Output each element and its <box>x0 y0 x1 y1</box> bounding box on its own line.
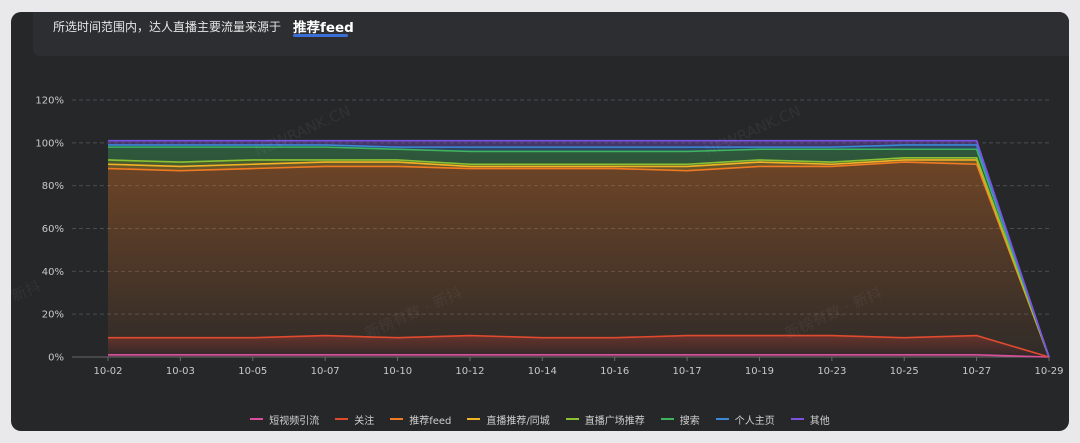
series-line-4 <box>107 157 1050 358</box>
x-tick-label: 10-17 <box>673 366 702 377</box>
chart-legend: 短视频引流 关注 推荐feed 直播推荐/同城 直播广场推荐 搜索 个人主页 其他 <box>11 412 1069 427</box>
series-line-0 <box>108 354 1050 358</box>
series-line-6 <box>108 144 1050 358</box>
x-tick-label: 10-27 <box>962 366 991 377</box>
legend-label: 直播广场推荐 <box>584 415 645 427</box>
x-tick-label: 10-25 <box>890 366 919 377</box>
legend-swatch <box>565 418 579 420</box>
y-tick-label: 40% <box>42 267 64 278</box>
legend-item[interactable]: 直播推荐/同城 <box>467 412 550 427</box>
legend-swatch <box>250 418 264 420</box>
x-tick-label: 10-29 <box>1034 366 1063 377</box>
legend-swatch <box>660 418 674 420</box>
legend-label: 搜索 <box>679 415 700 427</box>
legend-label: 推荐feed <box>409 415 452 427</box>
x-tick-label: 10-05 <box>238 366 267 377</box>
x-tick-label: 10-10 <box>383 366 412 377</box>
legend-item[interactable]: 搜索 <box>660 412 700 427</box>
x-tick-label: 10-12 <box>455 366 484 377</box>
x-tick-label: 10-19 <box>745 366 774 377</box>
legend-swatch <box>390 418 404 420</box>
legend-label: 短视频引流 <box>269 415 320 427</box>
x-tick-label: 10-16 <box>600 366 629 377</box>
x-tick-label: 10-02 <box>93 366 122 377</box>
legend-label: 其他 <box>809 415 830 427</box>
y-tick-label: 80% <box>42 181 64 192</box>
highlight-underline <box>293 34 348 37</box>
legend-item[interactable]: 短视频引流 <box>250 412 320 427</box>
legend-label: 关注 <box>354 415 375 427</box>
legend-item[interactable]: 其他 <box>790 412 830 427</box>
series-line-5 <box>108 146 1050 358</box>
legend-label: 个人主页 <box>734 415 775 427</box>
legend-item[interactable]: 推荐feed <box>390 412 452 427</box>
area-2 <box>108 162 1049 357</box>
y-tick-label: 0% <box>48 353 64 364</box>
summary-text: 所选时间范围内，达人直播主要流量来源于 <box>53 20 282 34</box>
area-1 <box>108 335 1049 357</box>
legend-item[interactable]: 直播广场推荐 <box>565 412 645 427</box>
legend-swatch <box>715 418 729 420</box>
summary-highlight: 推荐feed <box>293 20 354 36</box>
x-tick-label: 10-07 <box>311 366 340 377</box>
legend-swatch <box>790 418 804 420</box>
y-tick-label: 120% <box>35 96 64 107</box>
stacked-area-chart: 0% 20% 40% 60% 80% 100% 120% 10-02 10-03 10-05 10-… <box>35 96 1063 378</box>
x-tick-label: 10-03 <box>166 366 195 377</box>
legend-item[interactable]: 关注 <box>335 412 375 427</box>
legend-item[interactable]: 个人主页 <box>715 412 775 427</box>
series-line-3 <box>107 159 1050 358</box>
series-line-1 <box>108 334 1050 358</box>
y-tick-label: 100% <box>35 138 64 149</box>
summary-banner: 所选时间范围内，达人直播主要流量来源于 推荐feed <box>33 12 1069 56</box>
y-tick-label: 60% <box>42 224 64 235</box>
series-line-7 <box>108 139 1050 358</box>
x-tick-label: 10-23 <box>817 366 846 377</box>
legend-swatch <box>335 418 349 420</box>
x-tick-label: 10-14 <box>528 366 557 377</box>
chart-card: 所选时间范围内，达人直播主要流量来源于 推荐feed 0% 20% 40% 60% 80… <box>11 12 1069 431</box>
y-tick-label: 20% <box>42 310 64 321</box>
legend-label: 直播推荐/同城 <box>486 415 550 427</box>
series-line-2 <box>107 161 1050 358</box>
legend-swatch <box>467 418 481 420</box>
